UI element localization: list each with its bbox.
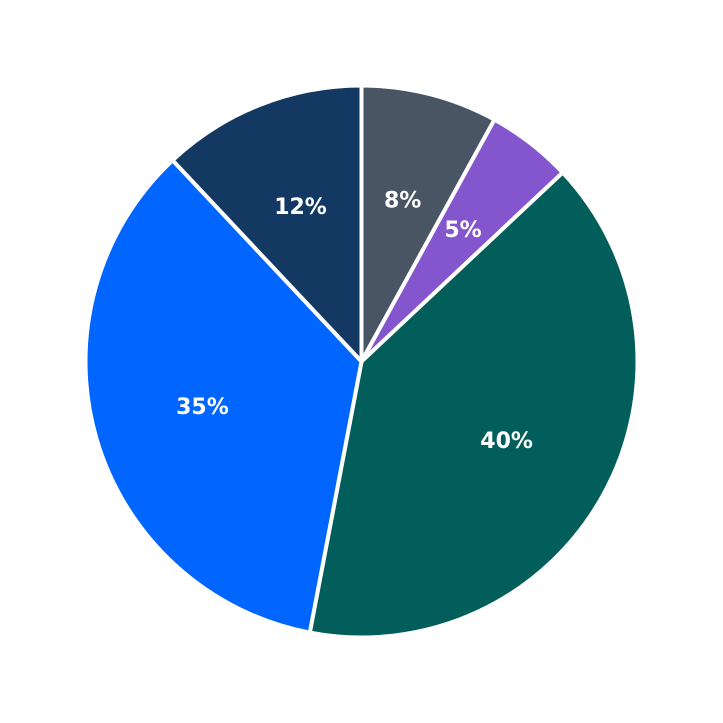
pie-slice-label-1: 5% — [444, 218, 481, 243]
pie-slice-label-3: 35% — [176, 395, 229, 420]
slices-layer — [83, 83, 640, 640]
pie-slice-4 — [170, 83, 364, 364]
pie-slice-2 — [307, 170, 640, 640]
labels-layer: 8% 5% 40% 35% 12% — [176, 189, 533, 454]
pie-slice-3 — [83, 158, 364, 635]
pie-slice-label-2: 40% — [480, 429, 533, 454]
pie-slice-label-4: 12% — [274, 195, 327, 220]
pie-slice-0 — [359, 83, 497, 364]
pie-slice-label-0: 8% — [384, 189, 421, 214]
